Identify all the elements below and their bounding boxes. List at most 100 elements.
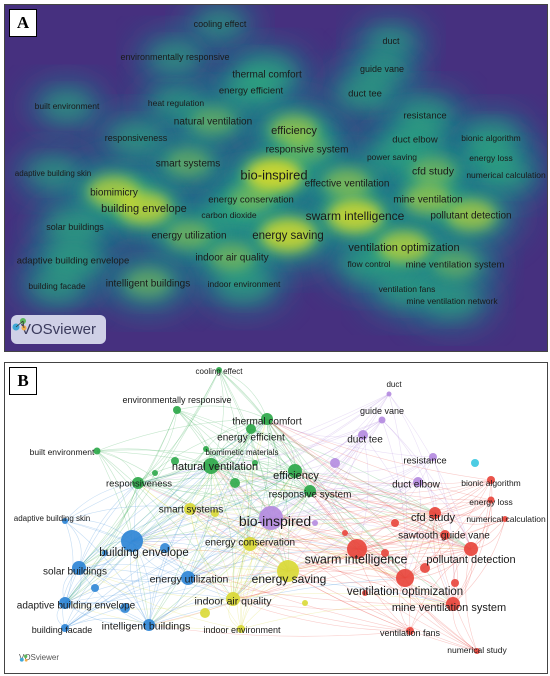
network-edge xyxy=(210,465,506,520)
density-peak-ventilation-optimization xyxy=(378,231,430,263)
vosviewer-logo-text: VOSviewer xyxy=(21,321,97,338)
network-edge xyxy=(240,517,272,630)
network-edge xyxy=(137,409,178,484)
density-map: cooling effect duct environmentally respon… xyxy=(11,5,547,334)
network-edge xyxy=(309,490,406,579)
network-edge xyxy=(287,565,406,579)
density-core-building-facade xyxy=(32,269,82,303)
network-edge xyxy=(189,508,358,550)
network-edge xyxy=(137,393,390,484)
network-edge xyxy=(356,479,492,550)
network-node-efficiency xyxy=(288,464,302,478)
network-edge xyxy=(309,490,436,515)
network-edge xyxy=(266,418,436,514)
network-edge xyxy=(266,418,406,579)
density-label-intelligent-buildings: intelligent buildings xyxy=(106,279,191,290)
network-edge xyxy=(78,567,189,583)
network-edge xyxy=(249,456,434,545)
network-edge xyxy=(131,490,311,542)
network-label-mine-ventilation-system: mine ventilation system xyxy=(392,602,506,614)
density-label-mine-ventilation-system: mine ventilation system xyxy=(406,259,505,270)
network-node-duct-elbow xyxy=(413,477,423,487)
network-edge xyxy=(266,418,364,438)
network-edge xyxy=(294,470,472,550)
network-edge xyxy=(64,602,150,626)
density-label-responsiveness: responsiveness xyxy=(105,133,168,143)
network-edge xyxy=(187,470,296,579)
network-edge xyxy=(148,570,289,626)
network-edge xyxy=(232,393,390,600)
density-label-effective-ventilation: effective ventilation xyxy=(305,179,390,190)
density-core-indoor-environment xyxy=(216,266,272,302)
network-label-energy-utilization: energy utilization xyxy=(150,574,229,586)
network-edge xyxy=(232,518,506,600)
network-minor-node xyxy=(420,563,430,573)
network-edge xyxy=(433,512,454,605)
network-edge xyxy=(187,577,454,605)
density-peak-energy-utilization xyxy=(167,221,211,249)
network-edge xyxy=(381,419,472,550)
network-node-building-facade xyxy=(61,624,69,632)
network-edge xyxy=(294,470,492,485)
network-edge xyxy=(266,418,492,501)
network-label-sawtooth-guide-vane: sawtooth guide vane xyxy=(398,531,490,542)
network-edge xyxy=(64,598,234,610)
network-edge xyxy=(64,465,212,604)
network-label-energy-conservation: energy conservation xyxy=(205,538,295,549)
network-label-biomimetic-materials: biomimetic materials xyxy=(206,448,279,457)
network-label-duct: duct xyxy=(386,380,402,389)
network-edge xyxy=(236,543,251,630)
network-label-duct-elbow: duct elbow xyxy=(392,480,441,491)
density-core-numerical-calculation xyxy=(481,158,531,192)
density-peak-intelligent-buildings xyxy=(127,270,169,296)
network-minor-node xyxy=(342,530,348,536)
network-node-numerical-calculation xyxy=(502,516,508,522)
network-node-built-environment xyxy=(93,447,101,455)
network-minor-node xyxy=(211,509,219,517)
network-edge xyxy=(96,448,212,467)
network-minor-node xyxy=(102,550,108,556)
network-edge xyxy=(64,577,189,629)
network-edge xyxy=(249,543,406,579)
network-label-bionic-algorithm: bionic algorithm xyxy=(461,478,521,488)
network-edge xyxy=(250,428,436,514)
network-label-responsive-system: responsive system xyxy=(269,490,352,501)
network-edge xyxy=(131,517,272,542)
network-edge xyxy=(356,499,492,550)
network-edge xyxy=(210,465,251,545)
network-label-efficiency: efficiency xyxy=(273,470,319,482)
network-edge xyxy=(287,548,472,573)
network-edge xyxy=(64,482,139,604)
network-edge xyxy=(287,570,406,584)
density-peak-mine-ventilation xyxy=(404,184,452,214)
network-edge xyxy=(64,520,74,604)
network-edge xyxy=(64,418,268,604)
network-edge xyxy=(189,481,419,510)
network-node-cooling-effect xyxy=(216,367,222,373)
density-heat-layer xyxy=(11,5,547,334)
network-node-environmentally-responsive xyxy=(173,406,181,414)
network-edge xyxy=(189,489,311,510)
network-label-bio-inspired: bio-inspired xyxy=(239,513,311,529)
network-minor-node xyxy=(91,584,99,592)
network-edge xyxy=(137,481,419,491)
network-edge xyxy=(64,543,251,629)
network-edge xyxy=(232,418,268,600)
network-edge xyxy=(189,428,252,510)
network-edge xyxy=(309,489,436,514)
network-edge xyxy=(131,490,311,542)
network-edge xyxy=(205,448,358,550)
network-visualization-panel: B cooling effect duct environmentally resp… xyxy=(4,362,548,674)
network-edge xyxy=(176,409,251,545)
network-edge xyxy=(187,419,383,579)
network-label-adaptive-building-envelope: adaptive building envelope xyxy=(17,601,136,612)
network-label-thermal-comfort: thermal comfort xyxy=(232,417,302,428)
network-edge xyxy=(131,540,289,572)
network-edge xyxy=(187,465,212,579)
density-peak-building-envelope xyxy=(117,192,171,224)
network-edge xyxy=(189,508,289,572)
network-minor-node xyxy=(471,459,479,467)
network-edge xyxy=(64,577,189,604)
network-edge xyxy=(294,470,446,536)
network-edge xyxy=(64,540,133,629)
